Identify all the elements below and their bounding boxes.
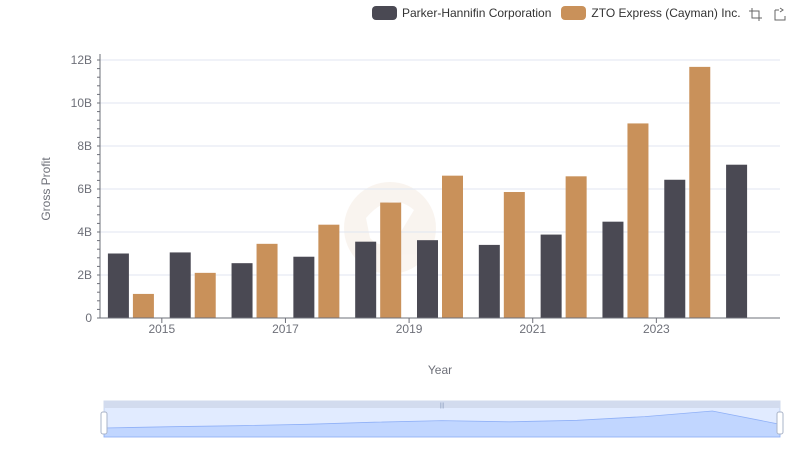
bar-1-2015 <box>194 272 216 318</box>
legend-swatch-parker-hannifin <box>372 6 397 20</box>
y-axis-title: Gross Profit <box>39 157 53 221</box>
legend-item-zto-express[interactable]: ZTO Express (Cayman) Inc. <box>561 6 741 20</box>
x-tick-label: 2015 <box>148 322 175 336</box>
zoom-reset-icon[interactable] <box>772 7 787 22</box>
bar-1-2020 <box>503 192 525 318</box>
bar-0-2020 <box>478 244 500 318</box>
y-tick-label: 4B <box>77 225 92 239</box>
zoom-icon[interactable] <box>748 7 763 22</box>
bar-1-2016 <box>256 243 278 318</box>
zoom-selection <box>104 408 780 437</box>
y-tick-label: 10B <box>71 96 92 110</box>
chart-legend: Parker-Hannifin Corporation ZTO Express … <box>372 4 751 22</box>
y-tick-label: 12B <box>71 53 92 67</box>
zoom-top-bar <box>104 401 780 408</box>
y-tick-label: 8B <box>77 139 92 153</box>
bar-1-2021 <box>565 176 587 318</box>
bar-0-2017 <box>293 256 315 318</box>
data-zoom-slider[interactable]: ||| <box>100 400 784 438</box>
bar-1-2019 <box>442 175 463 318</box>
x-tick-label: 2023 <box>643 322 670 336</box>
bar-0-2024 <box>726 164 748 318</box>
zoom-drag-grip-icon[interactable]: ||| <box>440 403 445 409</box>
bar-0-2015 <box>169 252 191 318</box>
legend-swatch-zto-express <box>561 6 587 20</box>
x-tick-label: 2019 <box>396 322 423 336</box>
bar-0-2014 <box>107 253 129 318</box>
bar-0-2018 <box>355 241 377 318</box>
legend-label-parker-hannifin: Parker-Hannifin Corporation <box>402 6 552 20</box>
y-tick-label: 0 <box>85 311 92 325</box>
y-tick-label: 6B <box>77 182 92 196</box>
bar-1-2017 <box>318 224 340 318</box>
legend-item-parker-hannifin[interactable]: Parker-Hannifin Corporation <box>372 6 551 20</box>
zoom-handle-right[interactable] <box>776 411 784 435</box>
bar-0-2022 <box>602 221 624 318</box>
bar-1-2018 <box>380 202 402 318</box>
legend-label-zto-express: ZTO Express (Cayman) Inc. <box>591 6 741 20</box>
bar-1-2014 <box>132 293 154 318</box>
bar-0-2021 <box>540 234 562 318</box>
x-tick-label: 2021 <box>519 322 546 336</box>
bar-1-2023 <box>689 66 711 318</box>
y-tick-label: 2B <box>77 268 92 282</box>
chart-toolbox <box>748 7 796 22</box>
bar-0-2019 <box>417 240 438 318</box>
zoom-preview-area <box>103 410 781 438</box>
bar-1-2022 <box>627 123 649 318</box>
bar-0-2023 <box>664 179 686 318</box>
x-axis-title: Year <box>428 363 452 377</box>
bar-0-2016 <box>231 263 253 318</box>
zoom-handle-left[interactable] <box>100 411 108 435</box>
x-tick-label: 2017 <box>272 322 299 336</box>
